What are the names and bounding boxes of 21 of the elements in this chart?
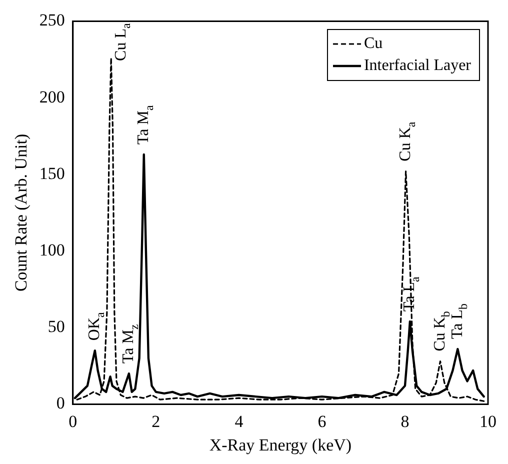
x-tick-label: 10	[480, 412, 496, 431]
annotation: Cu La	[112, 22, 134, 61]
legend-label: Cu	[364, 34, 383, 54]
x-tick-label: 0	[68, 412, 78, 431]
y-tick-label: 200	[39, 87, 65, 106]
y-axis-title: Count Rate (Arb. Unit)	[12, 134, 31, 292]
annotation: Ta Mz	[120, 324, 142, 364]
x-tick-label: 2	[152, 412, 160, 431]
y-tick-label: 250	[39, 10, 65, 30]
y-tick-label: 50	[48, 317, 65, 336]
legend-label: Interfacial Layer	[364, 56, 471, 76]
y-tick-label: 0	[56, 394, 65, 413]
y-tick-label: 100	[39, 240, 65, 260]
annotation: Ta Ma	[135, 104, 156, 144]
annotation: OKa	[86, 311, 108, 341]
x-tick-label: 4	[234, 412, 244, 431]
x-tick-label: 8	[400, 412, 410, 431]
x-tick-label: 6	[318, 412, 326, 431]
annotation: Cu Ka	[397, 121, 418, 162]
x-axis-title: X-Ray Energy (keV)	[209, 435, 352, 454]
y-tick-label: 150	[39, 164, 65, 183]
